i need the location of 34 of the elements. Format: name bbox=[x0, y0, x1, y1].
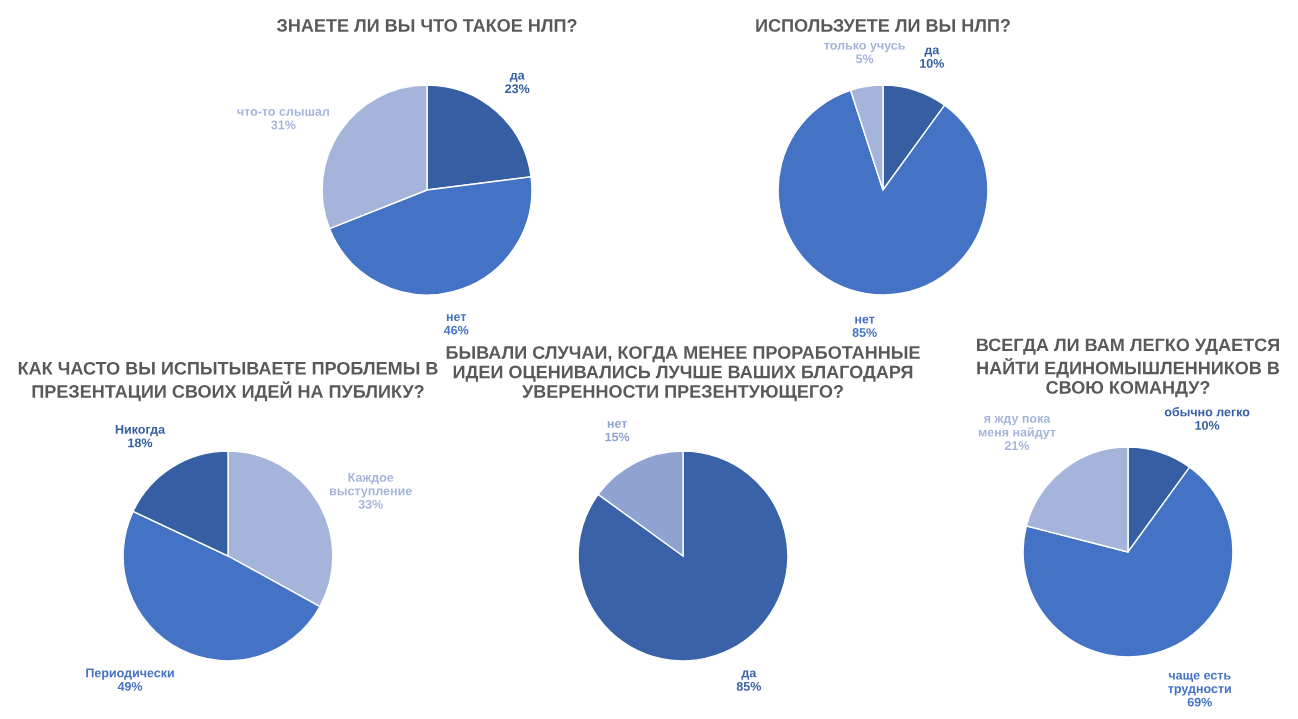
slice-label: обычно легко bbox=[1164, 407, 1250, 417]
slice-label: да bbox=[741, 670, 757, 680]
slice-label: чаще есть трудности bbox=[1168, 672, 1231, 696]
chart-title: КАК ЧАСТО ВЫ ИСПЫТЫВАЕТЕ ПРОБЛЕМЫ В ПРЕЗЕНТАЦИИ СВОИХ ИДЕЙ НА ПУБЛИКУ? bbox=[18, 361, 438, 402]
data-label: 31% bbox=[271, 120, 296, 130]
slice-label: нет bbox=[607, 421, 628, 428]
data-label: 10% bbox=[1195, 420, 1220, 430]
data-label: 85% bbox=[852, 328, 877, 337]
slice-label: только учусь bbox=[824, 42, 905, 53]
chart-title: ВСЕГДА ЛИ ВАМ ЛЕГКО УДАЕТСЯ НАЙТИ ЕДИНОМЫШЛЕННИКОВ В СВОЮ КОМАНДУ? bbox=[977, 338, 1280, 398]
data-label: 23% bbox=[505, 84, 530, 94]
slice-label: нет bbox=[446, 314, 467, 322]
slice-label: да bbox=[924, 47, 940, 57]
chart-title: БЫВАЛИ СЛУЧАИ, КОГДА МЕНЕЕ ПРОРАБОТАННЫЕ ИДЕИ ОЦЕНИВАЛИСЬ ЛУЧШЕ ВАШИХ БЛАГОДАРЯ УВЕРЕННОСТИ ПРЕЗЕНТУЮЩЕГО? bbox=[446, 346, 920, 402]
slice-label: нет bbox=[855, 316, 875, 324]
slice-label: Периодически bbox=[86, 668, 174, 680]
slice-label: Никогда bbox=[115, 425, 166, 437]
pie-slice bbox=[577, 450, 789, 662]
data-label: 21% bbox=[1004, 441, 1030, 451]
slice-label: я жду пока меня найдут bbox=[978, 416, 1056, 440]
data-label: 33% bbox=[358, 499, 383, 509]
data-label: 10% bbox=[920, 58, 944, 68]
chart-title: ИСПОЛЬЗУЕТЕ ЛИ ВЫ НЛП? bbox=[756, 19, 1010, 32]
slice-label: да bbox=[509, 72, 525, 83]
chart-title: ЗНАЕТЕ ЛИ ВЫ ЧТО ТАКОЕ НЛП? bbox=[276, 19, 577, 32]
data-label: 46% bbox=[443, 325, 469, 335]
slice-label: что-то слышал bbox=[237, 109, 329, 116]
data-label: 85% bbox=[736, 681, 762, 691]
data-label: 18% bbox=[128, 438, 153, 448]
data-label: 49% bbox=[117, 681, 143, 691]
data-label: 69% bbox=[1187, 697, 1212, 707]
slice-label: Каждое выступление bbox=[330, 473, 412, 498]
data-label: 5% bbox=[855, 54, 874, 64]
data-label: 15% bbox=[605, 432, 630, 442]
